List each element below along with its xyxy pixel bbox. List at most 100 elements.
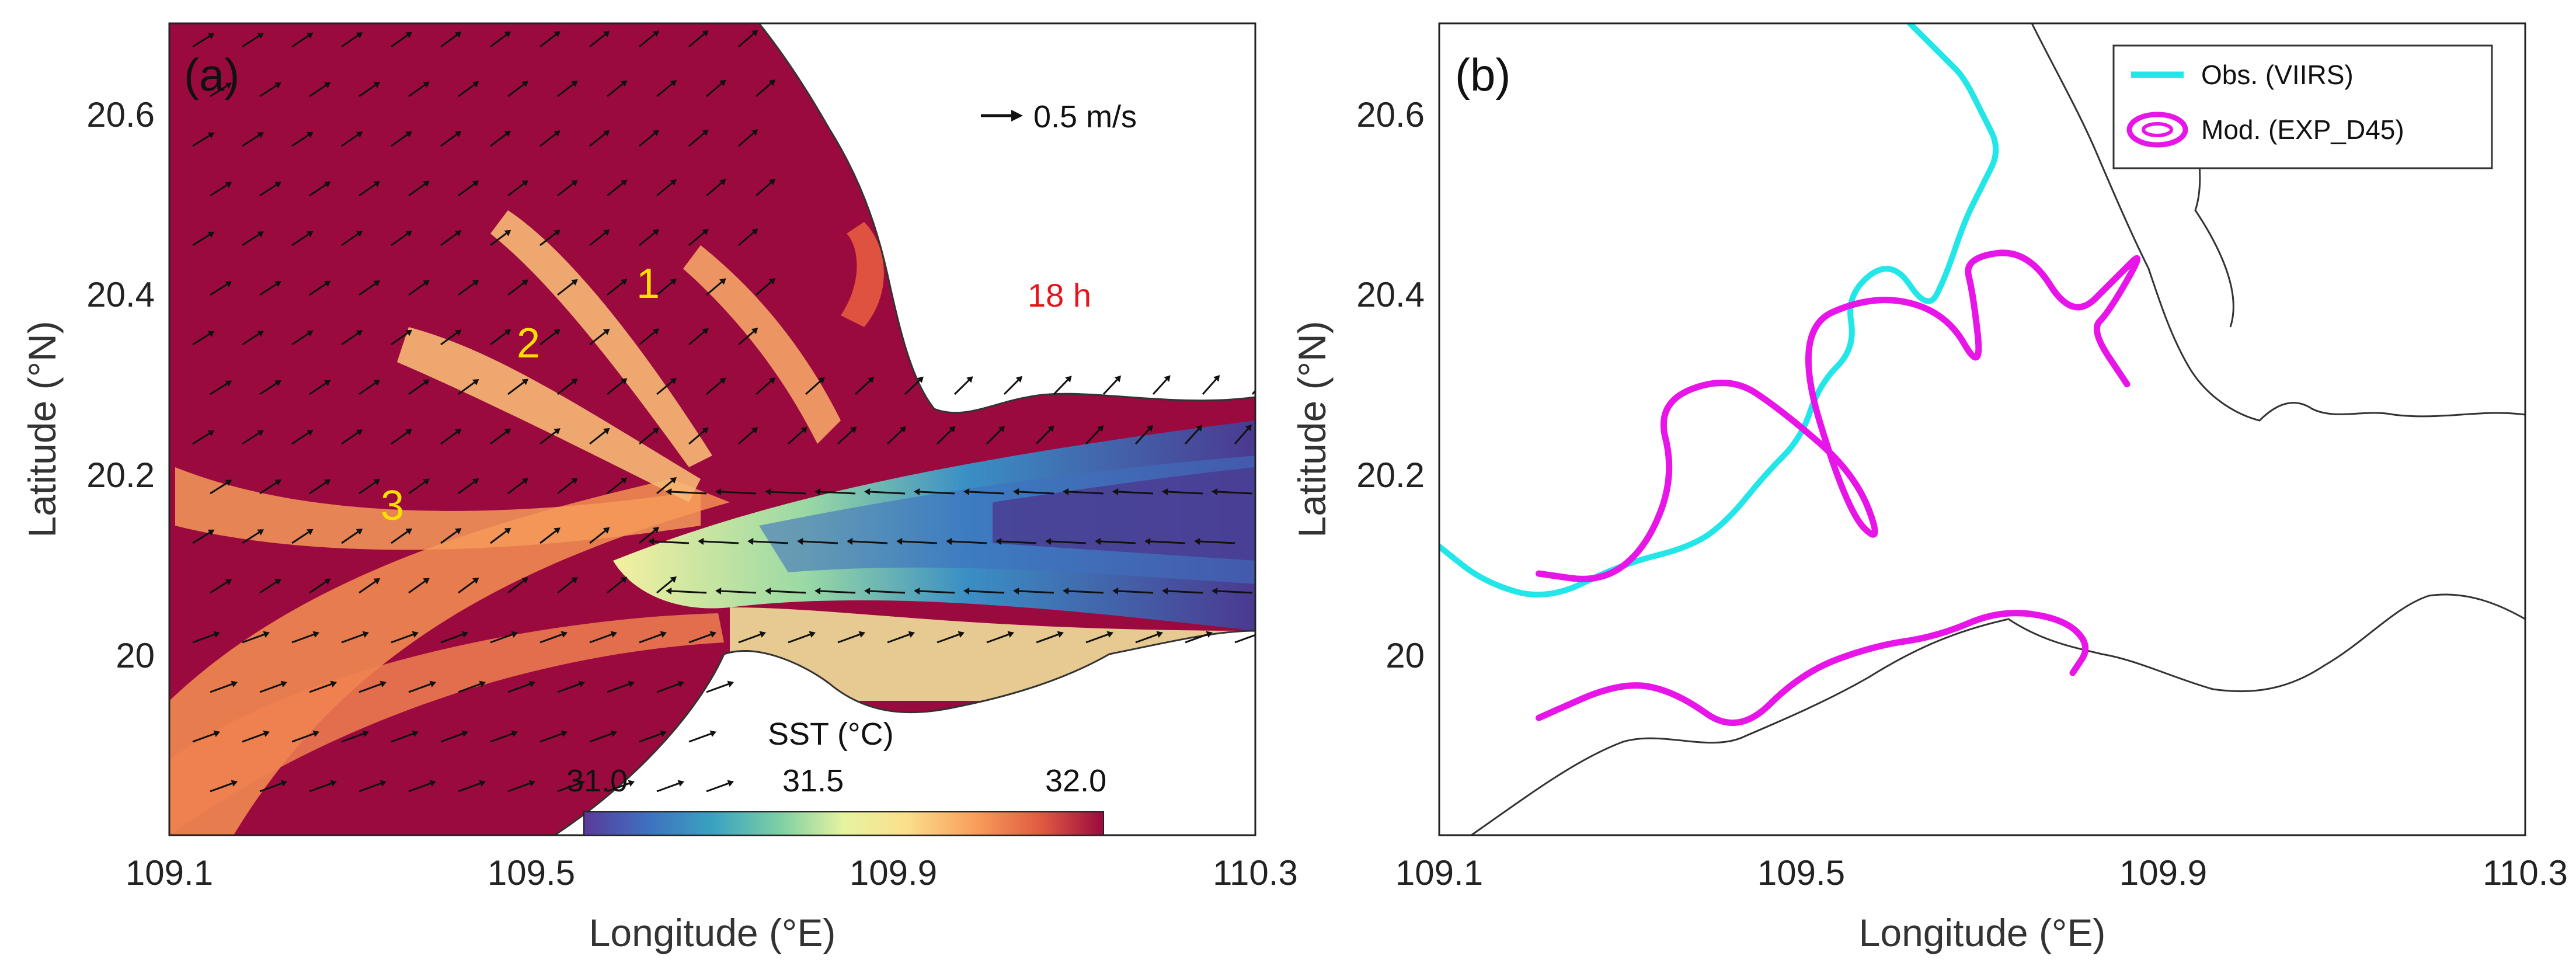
velocity-arrow-head bbox=[356, 32, 363, 39]
velocity-arrow-head bbox=[628, 680, 635, 687]
velocity-arrow-head bbox=[504, 130, 511, 137]
velocity-arrow-head bbox=[603, 527, 610, 534]
velocity-arrow bbox=[192, 134, 210, 147]
velocity-arrow bbox=[1068, 491, 1104, 495]
velocity-arrow-head bbox=[719, 278, 726, 285]
velocity-arrow-head bbox=[213, 631, 220, 638]
colorbar bbox=[583, 811, 1104, 836]
velocity-arrow-head bbox=[628, 780, 635, 787]
velocity-arrow bbox=[391, 34, 408, 48]
velocity-arrow-head bbox=[472, 478, 479, 485]
velocity-arrow bbox=[788, 633, 811, 644]
velocity-arrow-head bbox=[405, 429, 412, 436]
velocity-arrow-head bbox=[554, 329, 561, 335]
velocity-arrow bbox=[986, 633, 1009, 644]
velocity-arrow bbox=[440, 133, 458, 147]
velocity-arrow-head bbox=[908, 631, 915, 638]
velocity-arrow-head bbox=[751, 427, 758, 434]
velocity-arrow bbox=[706, 683, 729, 693]
velocity-arrow-head bbox=[1156, 631, 1163, 638]
velocity-arrow bbox=[854, 380, 871, 395]
velocity-arrow-head bbox=[554, 130, 561, 137]
velocity-arrow bbox=[803, 540, 838, 544]
velocity-arrow bbox=[391, 332, 408, 346]
velocity-arrow-head bbox=[405, 329, 412, 336]
velocity-arrow-head bbox=[1144, 538, 1151, 545]
velocity-arrow-head bbox=[257, 231, 264, 238]
velocity-arrow-head bbox=[373, 380, 381, 386]
velocity-arrow-head bbox=[373, 280, 381, 287]
velocity-arrow-head bbox=[207, 33, 215, 40]
velocity-arrow bbox=[210, 482, 228, 495]
velocity-arrow bbox=[753, 540, 789, 544]
velocity-arrow bbox=[259, 482, 277, 495]
velocity-arrow bbox=[490, 232, 507, 246]
velocity-arrow-head bbox=[610, 631, 617, 638]
velocity-arrow-head bbox=[670, 179, 677, 186]
velocity-arrow-head bbox=[307, 231, 314, 238]
velocity-vectors bbox=[192, 30, 1269, 793]
velocity-arrow bbox=[1085, 633, 1109, 644]
xtick-b-2: 109.9 bbox=[2119, 853, 2207, 892]
velocity-arrow-head bbox=[899, 426, 906, 433]
velocity-arrow bbox=[192, 633, 215, 644]
velocity-arrow-head bbox=[1245, 424, 1252, 432]
velocity-arrow-head bbox=[380, 780, 387, 787]
velocity-arrow-head bbox=[1106, 631, 1113, 638]
xtick-a-0: 109.1 bbox=[126, 853, 213, 892]
velocity-arrow-head bbox=[867, 377, 875, 384]
velocity-arrow-head bbox=[356, 529, 363, 535]
velocity-arrow-head bbox=[231, 680, 238, 687]
velocity-arrow-head bbox=[914, 588, 920, 595]
velocity-arrow-head bbox=[709, 631, 716, 638]
velocity-arrow bbox=[391, 732, 414, 743]
velocity-arrow-head bbox=[479, 680, 486, 687]
velocity-arrow bbox=[1234, 428, 1249, 444]
velocity-arrow-head bbox=[521, 577, 529, 584]
velocity-arrow bbox=[1036, 633, 1059, 644]
velocity-arrow bbox=[507, 782, 531, 793]
velocity-arrow-head bbox=[405, 230, 412, 237]
velocity-arrow-head bbox=[603, 30, 610, 37]
velocity-arrow bbox=[607, 182, 624, 197]
velocity-arrow-head bbox=[670, 378, 677, 384]
velocity-arrow-head bbox=[963, 488, 970, 495]
velocity-arrow-head bbox=[504, 31, 511, 38]
velocity-arrow bbox=[210, 383, 228, 395]
velocity-arrow-head bbox=[274, 281, 281, 287]
velocity-arrow bbox=[1150, 540, 1186, 544]
velocity-arrow-head bbox=[504, 527, 511, 534]
velocity-arrow bbox=[490, 34, 507, 48]
colorbar-tick-min: 31.0 bbox=[566, 763, 628, 798]
velocity-arrow-head bbox=[571, 81, 578, 87]
velocity-arrow bbox=[242, 35, 260, 48]
velocity-arrow bbox=[259, 85, 277, 98]
velocity-arrow bbox=[210, 683, 233, 693]
velocity-arrow-head bbox=[461, 730, 468, 737]
velocity-arrow bbox=[969, 491, 1005, 495]
velocity-arrow-head bbox=[620, 179, 628, 186]
velocity-arrow-head bbox=[1263, 375, 1269, 382]
velocity-arrow bbox=[408, 183, 426, 197]
velocity-arrow bbox=[688, 231, 705, 246]
velocity-arrow bbox=[458, 282, 475, 296]
velocity-arrow bbox=[937, 633, 960, 644]
xtick-a-3: 110.3 bbox=[1213, 853, 1298, 892]
velocity-arrow bbox=[656, 683, 680, 693]
velocity-arrow-head bbox=[1045, 538, 1052, 545]
velocity-arrow-head bbox=[323, 181, 331, 188]
velocity-arrow bbox=[507, 84, 525, 98]
velocity-arrow-head bbox=[603, 328, 610, 335]
velocity-arrow-head bbox=[504, 329, 511, 336]
velocity-arrow bbox=[589, 430, 606, 445]
velocity-arrow-head bbox=[702, 427, 709, 434]
velocity-arrow bbox=[607, 282, 624, 296]
velocity-arrow-head bbox=[307, 330, 314, 337]
velocity-arrow bbox=[639, 530, 656, 544]
velocity-arrow bbox=[986, 429, 1002, 445]
velocity-arrow-head bbox=[225, 380, 232, 387]
velocity-arrow bbox=[408, 382, 426, 395]
ytick-a-2: 20.4 bbox=[86, 275, 155, 314]
velocity-arrow bbox=[440, 431, 458, 445]
velocity-arrow-head bbox=[504, 428, 511, 435]
